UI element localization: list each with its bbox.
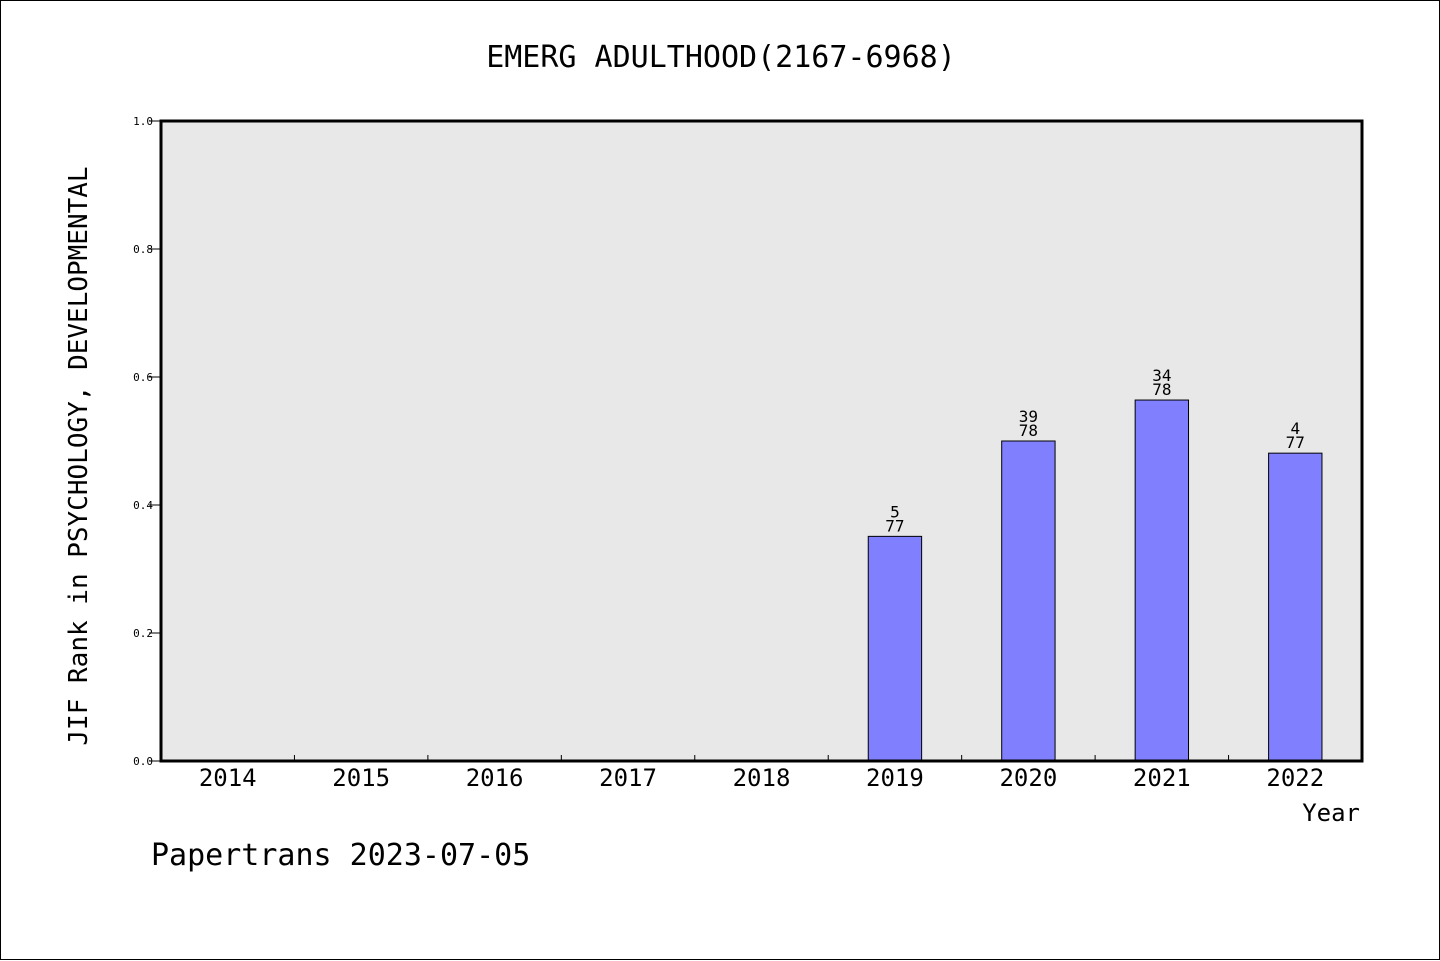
bar-total-label: 77 (1286, 433, 1305, 452)
y-axis-ticks: 0.0 0.2 0.4 0.6 0.8 1.0 (133, 115, 161, 768)
bar-total-label: 78 (1152, 380, 1171, 399)
bar-rank-label: 5 (890, 502, 900, 521)
x-tick-label: 2017 (599, 764, 657, 792)
x-tick-label: 2018 (733, 764, 791, 792)
y-tick-label: 0.0 (133, 755, 153, 768)
bar-rank-label: 39 (1019, 407, 1038, 426)
x-tick-label: 2014 (199, 764, 257, 792)
footer-date: Papertrans 2023-07-05 (151, 838, 530, 873)
bar-rank-label: 4 (1290, 419, 1300, 438)
bar-2020 (1001, 440, 1056, 762)
bar-total-label: 78 (1019, 421, 1038, 440)
bar-2021 (1134, 399, 1190, 762)
x-axis-ticks: 2014 2015 2016 2017 2018 2019 2020 2021 2022 (199, 755, 1324, 792)
x-axis-label: Year (1302, 799, 1360, 827)
y-tick-label: 0.2 (133, 627, 153, 640)
y-tick-label: 1.0 (133, 115, 153, 128)
y-axis-label: JIF Rank in PSYCHOLOGY, DEVELOPMENTAL (64, 166, 94, 745)
bar-total-label: 77 (885, 516, 904, 535)
bar-2022 (1268, 452, 1323, 762)
x-tick-label: 2015 (332, 764, 390, 792)
x-tick-label: 2021 (1133, 764, 1191, 792)
y-tick-label: 0.4 (133, 499, 153, 512)
bar-rank-label: 34 (1152, 366, 1171, 385)
x-tick-label: 2016 (466, 764, 524, 792)
x-tick-label: 2022 (1266, 764, 1324, 792)
chart-title: EMERG ADULTHOOD(2167-6968) (486, 40, 956, 75)
y-tick-label: 0.8 (133, 243, 153, 256)
plot-border (159, 119, 1364, 763)
x-tick-label: 2020 (999, 764, 1057, 792)
x-tick-label: 2019 (866, 764, 924, 792)
bars (867, 399, 1323, 762)
y-tick-label: 0.6 (133, 371, 153, 384)
bar-2019 (867, 535, 923, 762)
